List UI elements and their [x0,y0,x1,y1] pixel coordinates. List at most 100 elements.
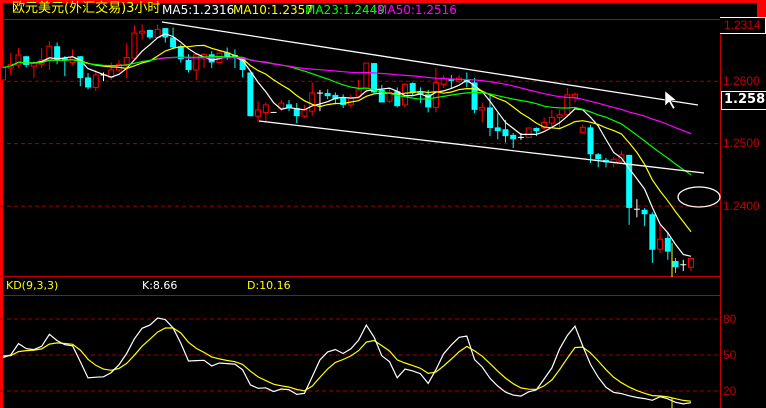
candle [371,63,378,94]
candle-body [432,81,439,108]
candle-body [15,54,22,66]
candle-body [533,128,540,132]
candle-body [494,127,501,132]
candle-body [448,79,455,81]
candle [564,88,571,117]
candle [688,258,694,272]
candle [664,232,671,260]
candle [85,73,92,90]
candle-body [177,46,184,60]
candle-body [170,37,177,48]
candle [139,24,146,40]
ma50-label: MA50:1.2516 [377,3,457,17]
candle-body [363,62,370,89]
candle-body [286,104,293,108]
lower-trendline[interactable] [258,120,705,174]
candle [649,212,656,263]
candle [672,257,679,273]
candle [23,56,30,68]
candle-body [239,58,246,70]
candle-body [54,46,61,60]
candle-body [224,52,231,59]
candle [525,127,532,139]
candle-body [301,109,308,117]
candle-body [193,53,200,71]
candle [92,69,99,92]
candle-body [587,127,594,155]
candle-body [355,89,362,97]
candle-body [471,82,478,110]
candle [425,89,432,113]
candle-body [595,154,602,160]
candle [162,28,169,43]
price-tick-3: 1.2400 [723,199,760,213]
candle-body [525,127,532,138]
candle [556,109,563,129]
ellipse-annotation[interactable] [677,186,721,208]
candle-body [394,91,401,107]
candle-body [146,29,153,38]
candle-body [626,154,633,208]
candle-body [688,258,694,268]
candle [293,103,300,124]
candle [626,154,633,225]
candle [587,124,594,163]
kd-tick-50: 50 [723,348,737,362]
candle [479,103,486,123]
candle-body [85,77,92,88]
candle [641,207,648,227]
candle [170,27,177,50]
kd-tick-80: 80 [723,312,737,326]
candle [255,101,262,123]
candle [432,68,439,113]
candle-body [641,209,648,215]
candle-body [123,56,130,65]
candle-body [139,30,146,34]
candle [448,74,455,89]
candle-body [425,94,432,108]
candle-body [572,93,579,98]
candle-body [162,28,169,38]
candle [579,124,586,134]
moving-averages [2,33,692,257]
candle-body [548,116,555,124]
candle [286,99,293,112]
candle [386,88,393,104]
candle [548,109,555,129]
candle-body [649,214,656,250]
chart-title: 欧元美元(外汇交易)3小时 [12,1,161,16]
ma23-label: MA23:1.2449 [305,3,385,17]
candle [146,29,153,40]
ma10-line [10,44,692,233]
candle [510,133,517,148]
candle [324,89,331,100]
candle-body [579,126,586,133]
candle-body [510,134,517,140]
k-value-label: K:8.66 [142,279,178,292]
candle [15,48,22,69]
candle [247,72,254,117]
candle [123,43,130,79]
candle-body [332,94,339,100]
gridlines [0,80,720,392]
kd-lines [2,317,692,405]
d-line [2,327,692,402]
candle [262,102,269,123]
candle-body [463,79,470,83]
kd-title: KD(9,3,3) [6,279,59,292]
ma5-label: MA5:1.2316 [162,3,235,17]
candle-body [556,114,563,118]
candle-body [657,238,664,250]
ma5-line [10,33,692,257]
upper-trendline[interactable] [161,21,699,106]
price-tick-1: 1.2600 [723,74,760,88]
candle-body [23,56,30,65]
left-border [0,0,3,408]
candle [657,224,664,253]
corner-marker [757,3,766,17]
candle [340,94,347,109]
candle-body [293,108,300,117]
candle-body [185,59,192,70]
top-price-box: 1.2314 [720,17,766,34]
